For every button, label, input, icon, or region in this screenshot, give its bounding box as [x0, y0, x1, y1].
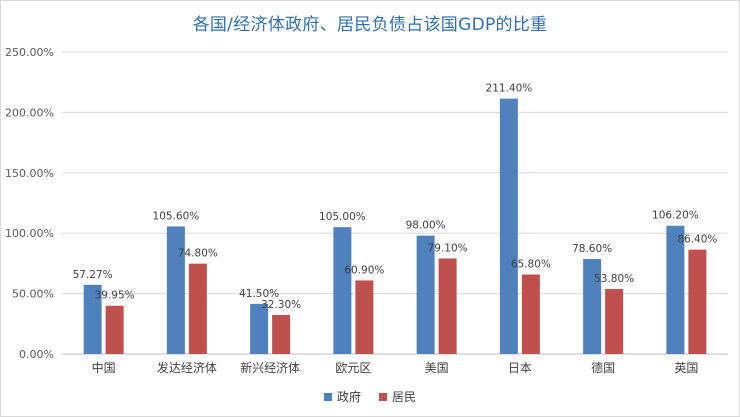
- bar: [105, 305, 124, 354]
- data-label: 105.60%: [153, 210, 200, 222]
- bar: [666, 225, 685, 354]
- data-label: 79.10%: [428, 242, 468, 254]
- data-label: 106.20%: [652, 210, 699, 222]
- bar: [250, 303, 269, 354]
- y-tick-label: 50.00%: [12, 288, 54, 301]
- legend-label-government: 政府: [336, 390, 361, 404]
- data-label: 60.90%: [344, 264, 384, 276]
- data-label: 32.30%: [261, 299, 301, 311]
- x-tick-label: 美国: [425, 361, 449, 375]
- bar: [521, 274, 540, 354]
- x-tick-label: 新兴经济体: [240, 360, 300, 375]
- data-label: 41.50%: [239, 288, 279, 300]
- x-tick-label: 德国: [591, 360, 615, 375]
- chart-title: 各国/经济体政府、居民负债占该国GDP的比重: [192, 15, 548, 35]
- legend-item-household: 居民: [379, 388, 416, 405]
- bar: [188, 263, 207, 354]
- data-label: 65.80%: [511, 259, 551, 271]
- x-tick-label: 日本: [508, 361, 532, 375]
- legend-label-household: 居民: [392, 390, 417, 404]
- bar: [688, 249, 707, 354]
- bar: [272, 314, 291, 354]
- data-label: 86.40%: [677, 234, 717, 246]
- legend-swatch-household: [379, 392, 387, 401]
- bar: [583, 259, 602, 354]
- bar: [355, 280, 374, 354]
- bar: [605, 289, 624, 354]
- data-label: 53.80%: [594, 273, 634, 285]
- data-label: 98.00%: [406, 220, 446, 232]
- y-tick-label: 0.00%: [19, 348, 54, 361]
- bar: [416, 235, 435, 354]
- bar: [438, 258, 457, 354]
- legend-swatch-government: [323, 392, 332, 401]
- y-tick-label: 200.00%: [5, 106, 54, 119]
- y-tick-label: 250.00%: [5, 46, 54, 59]
- bar: [499, 98, 518, 354]
- x-tick-label: 英国: [674, 361, 698, 375]
- legend: 政府 居民: [0, 388, 740, 405]
- data-label: 57.27%: [73, 269, 113, 281]
- bar: [83, 284, 102, 354]
- data-label: 78.60%: [572, 243, 612, 255]
- x-tick-label: 中国: [92, 360, 116, 375]
- y-tick-label: 150.00%: [5, 167, 54, 180]
- data-label: 105.00%: [319, 211, 366, 223]
- bar: [166, 226, 185, 354]
- legend-item-government: 政府: [323, 388, 361, 405]
- data-label: 74.80%: [178, 248, 218, 260]
- data-label: 211.40%: [486, 83, 533, 95]
- x-tick-label: 欧元区: [335, 361, 371, 375]
- bar: [333, 227, 352, 354]
- data-label: 39.95%: [95, 290, 135, 302]
- y-tick-label: 100.00%: [5, 227, 54, 240]
- x-tick-label: 发达经济体: [157, 360, 217, 375]
